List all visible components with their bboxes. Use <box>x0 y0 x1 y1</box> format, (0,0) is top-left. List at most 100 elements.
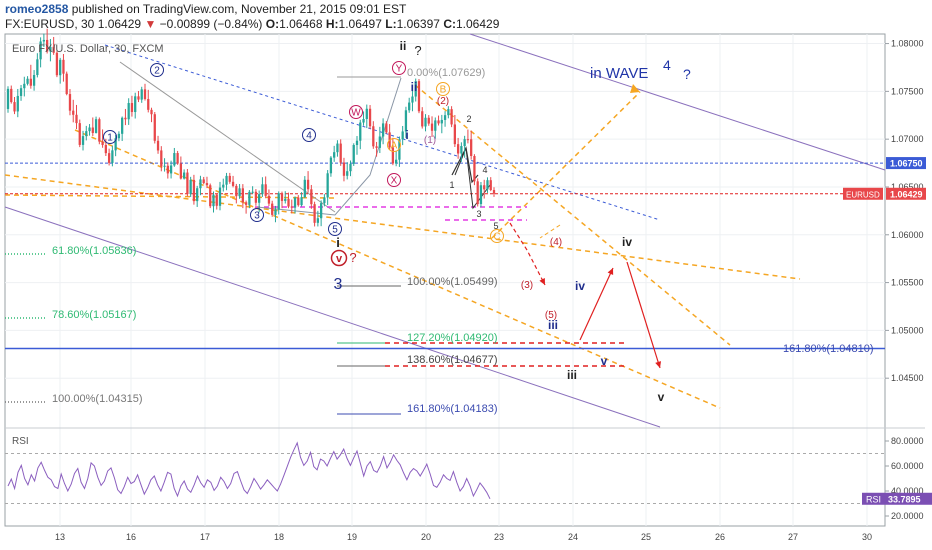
candle-body <box>463 139 466 147</box>
purple-channel-lower <box>4 206 661 428</box>
fib-right-label: 161.80%(1.04183) <box>407 403 498 415</box>
candle-body <box>365 108 368 119</box>
candle-body <box>173 153 176 166</box>
candle-body <box>222 184 225 188</box>
candle-body <box>85 131 88 137</box>
candle-body <box>258 194 261 203</box>
red-dashed-projection-arrow <box>509 222 546 286</box>
wave-paren-1: (1) <box>424 135 436 146</box>
candle-body <box>300 197 303 206</box>
x-tick-label: 13 <box>55 532 65 542</box>
candle-body <box>72 110 75 115</box>
candle-body <box>319 203 323 219</box>
candle-body <box>124 117 127 120</box>
rsi-tick-label: 20.0000 <box>891 511 924 521</box>
wave-ii-question: ? <box>414 43 421 58</box>
candle-body <box>352 145 355 164</box>
candle-body <box>59 59 62 76</box>
candle-body <box>23 83 26 89</box>
candle-body <box>19 88 23 96</box>
red-dashed-projection-arrow-head <box>539 278 545 285</box>
wave-circle-1-circle <box>103 130 117 144</box>
low-value: 1.06397 <box>396 17 440 31</box>
candle-body <box>130 103 134 113</box>
candle-body <box>339 143 342 163</box>
candle-body <box>346 171 349 176</box>
candle-body <box>404 110 408 132</box>
candle-body <box>306 179 310 190</box>
wave-paren-3: (3) <box>521 280 533 291</box>
candle-body <box>16 95 19 112</box>
wave-paren-2: (2) <box>437 96 449 107</box>
candle-body <box>241 188 244 203</box>
y-tick-label: 1.08000 <box>891 39 924 49</box>
price-tag-1.06750: 1.06750 <box>890 159 923 169</box>
candle-body <box>163 165 166 167</box>
wave-circle-2: 2 <box>154 66 160 77</box>
candles <box>6 28 496 227</box>
x-tick-label: 25 <box>641 532 651 542</box>
candle-body <box>88 127 91 132</box>
author-link[interactable]: romeo2858 <box>5 2 69 16</box>
candle-body <box>169 165 173 174</box>
x-tick-label: 27 <box>788 532 798 542</box>
wave-v-blue: v <box>601 354 608 368</box>
candle-body <box>55 52 59 76</box>
candle-body <box>381 123 385 137</box>
in-wave-label: in WAVE <box>590 65 648 82</box>
rsi-tick-label: 60.0000 <box>891 461 924 471</box>
chart-title: Euro FX/U.S. Dollar, 30, FXCM <box>12 43 164 55</box>
y-tick-label: 1.05500 <box>891 278 924 288</box>
candle-body <box>215 194 218 206</box>
candle-body <box>101 141 104 146</box>
y-tick-label: 1.07000 <box>891 134 924 144</box>
last-price: 1.06429 <box>97 17 142 31</box>
rsi-tick-label: 80.0000 <box>891 436 924 446</box>
close-label: C: <box>443 17 456 31</box>
candle-body <box>261 184 264 195</box>
candle-body <box>359 122 362 141</box>
wave-circle-2-circle <box>150 63 164 77</box>
candle-body <box>192 179 196 202</box>
low-label: L: <box>385 17 397 31</box>
candle-body <box>362 118 365 123</box>
candle-body <box>411 96 414 103</box>
wave-W: W <box>351 108 361 119</box>
candle-body <box>391 147 395 164</box>
y-tick-label: 1.05000 <box>891 325 924 335</box>
candle-body <box>398 139 401 160</box>
wave-ii-top-label: ii <box>400 39 407 53</box>
y-tick-label: 1.06000 <box>891 230 924 240</box>
candle-body <box>323 197 326 204</box>
candle-body <box>408 102 411 111</box>
candle-body <box>277 193 280 210</box>
in-wave-number: 4 <box>663 57 671 73</box>
orange-dashed-line-1 <box>4 174 801 280</box>
candle-body <box>107 153 111 163</box>
candle-body <box>111 150 114 163</box>
orange-arrowhead <box>630 84 640 93</box>
x-tick-label: 16 <box>126 532 136 542</box>
candle-body <box>434 120 437 131</box>
wave-paren-4: (4) <box>550 237 562 248</box>
candle-body <box>486 180 489 190</box>
candle-body <box>329 157 333 174</box>
publish-line: romeo2858 published on TradingView.com, … <box>5 2 406 16</box>
candle-body <box>427 117 430 124</box>
in-wave-question: ? <box>683 66 691 82</box>
candle-body <box>417 81 421 112</box>
candle-body <box>460 146 463 154</box>
candle-body <box>489 180 492 191</box>
candle-body <box>160 150 163 167</box>
price-change: −0.00899 (−0.84%) <box>159 17 263 31</box>
wave-num-5: 5 <box>493 221 498 231</box>
wave-v-question: ? <box>349 250 356 265</box>
wave-circle-3-circle <box>250 208 264 222</box>
wave-iv-black: iv <box>622 235 632 249</box>
orange-projection-arrow <box>491 91 641 239</box>
candle-body <box>156 140 160 151</box>
x-tick-label: 26 <box>715 532 725 542</box>
wave-num-1: 1 <box>449 180 454 190</box>
candle-body <box>140 89 143 100</box>
